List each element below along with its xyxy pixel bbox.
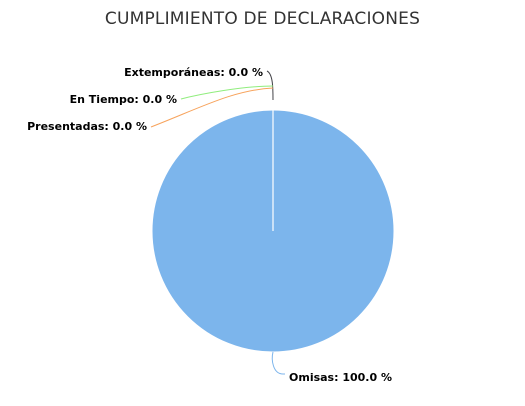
data-label-omisas: Omisas: 100.0 % xyxy=(289,371,392,384)
connector-extemporaneas xyxy=(266,70,274,101)
connector-presentadas xyxy=(150,87,274,128)
connector-en-tiempo xyxy=(180,85,274,100)
data-label-presentadas: Presentadas: 0.0 % xyxy=(27,120,147,133)
connector-omisas xyxy=(271,351,285,375)
data-label-en-tiempo: En Tiempo: 0.0 % xyxy=(70,93,177,106)
chart-title: CUMPLIMIENTO DE DECLARACIONES xyxy=(104,9,421,29)
data-label-extemporaneas: Extemporáneas: 0.0 % xyxy=(124,66,263,79)
